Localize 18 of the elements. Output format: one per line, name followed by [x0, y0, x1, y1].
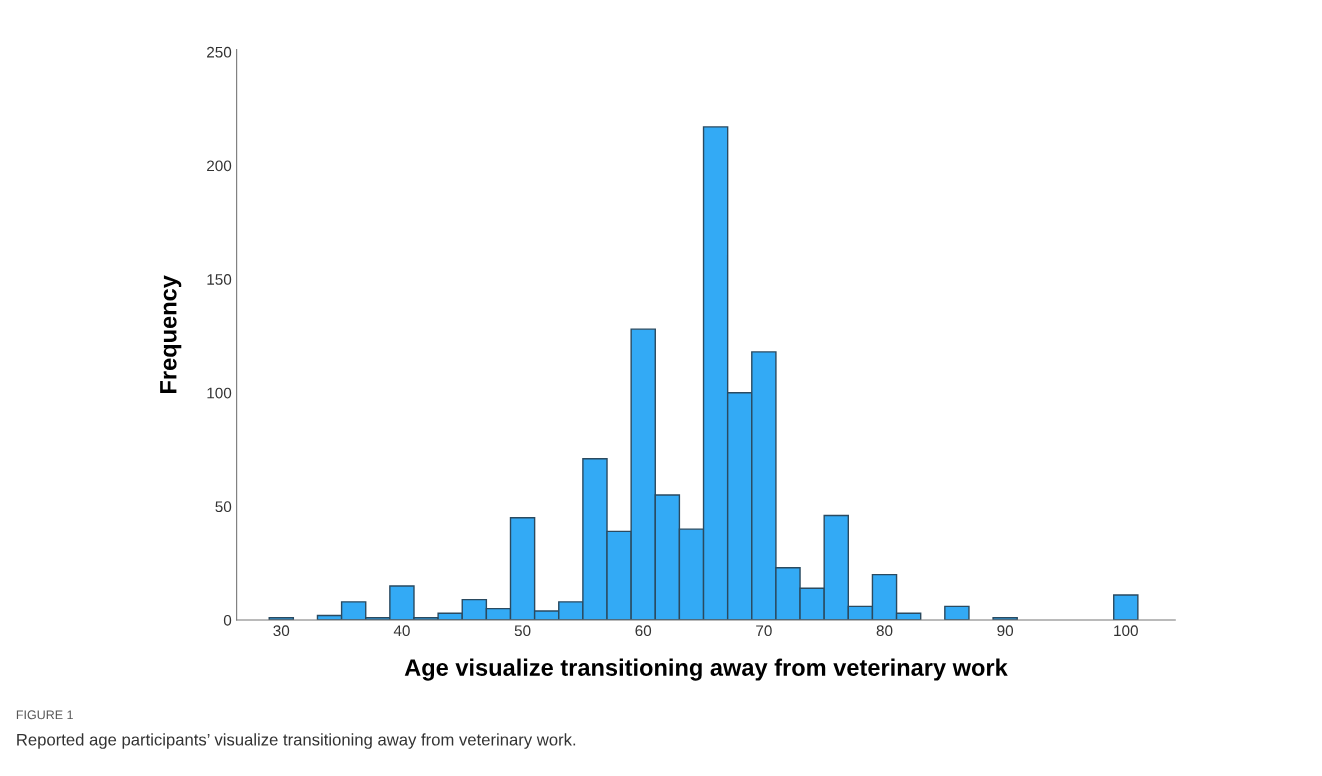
x-axis-title: Age visualize transitioning away from veterinary work — [404, 658, 1008, 681]
x-tick-label: 50 — [514, 625, 531, 637]
y-axis-title: Frequency — [160, 275, 182, 393]
y-tick-label: 200 — [207, 160, 232, 172]
x-tick-label: 100 — [1114, 625, 1138, 637]
caption: FIGURE 1 — [16, 710, 73, 720]
x-tick-label: 90 — [997, 625, 1014, 637]
text: Reported age participants’ visualize transitioning away from veterinary work. — [17, 733, 576, 749]
x-tick-label: 40 — [393, 625, 410, 637]
y-tick-label: 50 — [215, 501, 232, 513]
x-tick-label: 30 — [273, 625, 290, 637]
y-tick-label: 100 — [207, 387, 232, 399]
y-tick-label: 0 — [223, 614, 232, 626]
y-tick-label: 150 — [207, 274, 232, 285]
x-tick-label: 60 — [635, 625, 652, 637]
x-tick-label: 70 — [756, 625, 772, 637]
y-tick-label: 250 — [207, 46, 232, 58]
x-tick-label: 80 — [876, 625, 893, 637]
